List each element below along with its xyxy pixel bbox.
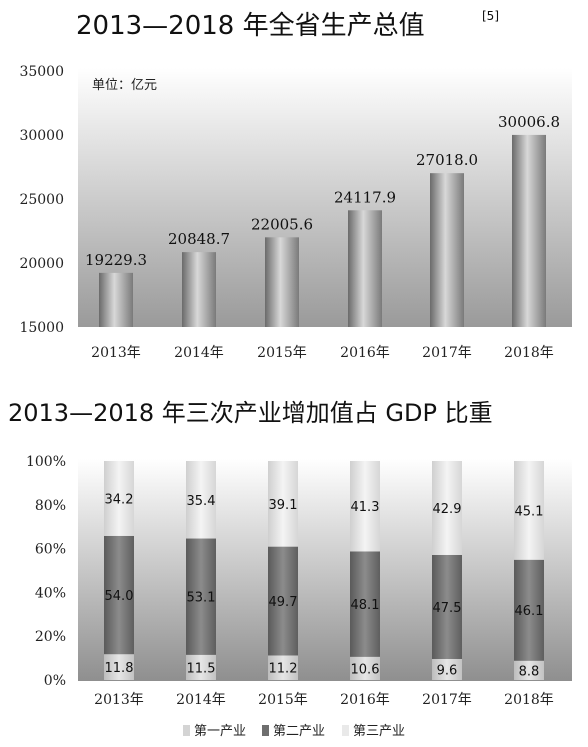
industry-chart-title: 2013—2018 年三次产业增加值占 GDP 比重 bbox=[8, 399, 493, 427]
industry-segment-label: 45.1 bbox=[515, 504, 544, 519]
gdp-value-label: 20848.7 bbox=[168, 230, 230, 248]
gdp-value-label: 24117.9 bbox=[334, 188, 396, 206]
industry-segment-label: 10.6 bbox=[351, 662, 380, 677]
gdp-bar bbox=[265, 237, 299, 327]
industry-bar-segment bbox=[268, 461, 298, 547]
industry-bar-segment bbox=[350, 551, 380, 657]
industry-bar-segment bbox=[514, 660, 544, 680]
industry-segment-label: 11.5 bbox=[187, 661, 216, 676]
industry-plot-area bbox=[78, 459, 572, 681]
legend-label: 第一产业 bbox=[194, 724, 246, 739]
gdp-x-tick-label: 2018年 bbox=[504, 345, 554, 361]
industry-bar-segment bbox=[186, 654, 216, 680]
industry-y-tick-label: 80% bbox=[35, 498, 66, 514]
industry-segment-label: 46.1 bbox=[515, 604, 544, 619]
legend-label: 第三产业 bbox=[353, 724, 405, 739]
gdp-bar bbox=[430, 173, 464, 327]
gdp-x-tick-label: 2015年 bbox=[257, 345, 307, 361]
gdp-value-label: 22005.6 bbox=[251, 215, 313, 233]
industry-bar-segment bbox=[186, 538, 216, 655]
industry-share-chart: 2013—2018 年三次产业增加值占 GDP 比重 0% 20% 40% 60% 80… bbox=[8, 399, 572, 739]
gdp-value-label: 19229.3 bbox=[85, 251, 147, 269]
gdp-bar bbox=[348, 210, 382, 327]
industry-x-tick-label: 2016年 bbox=[340, 692, 390, 708]
industry-y-tick-label: 20% bbox=[35, 629, 66, 645]
industry-bar-segment bbox=[268, 546, 298, 656]
gdp-plot-area bbox=[78, 68, 572, 327]
gdp-y-tick-label: 20000 bbox=[19, 256, 64, 272]
gdp-x-tick-label: 2017年 bbox=[422, 345, 472, 361]
industry-segment-label: 9.6 bbox=[437, 663, 458, 678]
gdp-chart: 2013—2018 年全省生产总值 [5] 单位：亿元 15000 20000 25… bbox=[19, 9, 572, 361]
industry-segment-label: 39.1 bbox=[269, 498, 298, 513]
gdp-value-label: 30006.8 bbox=[498, 113, 560, 131]
industry-x-tick-label: 2015年 bbox=[258, 692, 308, 708]
industry-segment-label: 8.8 bbox=[519, 664, 540, 679]
industry-segment-label: 35.4 bbox=[187, 494, 216, 509]
industry-segment-label: 47.5 bbox=[433, 601, 462, 616]
gdp-bars: 19229.3 20848.7 22005.6 24117.9 27018.0 30006… bbox=[85, 113, 560, 327]
gdp-x-tick-label: 2016年 bbox=[340, 345, 390, 361]
gdp-x-tick-label: 2013年 bbox=[91, 345, 141, 361]
industry-segment-label: 34.2 bbox=[105, 492, 134, 507]
industry-bar-segment bbox=[432, 461, 462, 555]
gdp-bar bbox=[182, 252, 216, 327]
gdp-y-axis: 15000 20000 25000 30000 35000 bbox=[19, 64, 64, 336]
industry-x-tick-label: 2013年 bbox=[94, 692, 144, 708]
industry-y-tick-label: 40% bbox=[35, 585, 66, 601]
industry-bar-segment bbox=[514, 559, 544, 661]
gdp-y-tick-label: 25000 bbox=[19, 192, 64, 208]
gdp-y-tick-label: 15000 bbox=[19, 320, 64, 336]
industry-y-axis: 0% 20% 40% 60% 80% 100% bbox=[26, 454, 66, 689]
industry-bar-segment bbox=[432, 554, 462, 659]
industry-segment-label: 53.1 bbox=[187, 591, 216, 606]
industry-bar-segment bbox=[186, 461, 216, 539]
industry-y-tick-label: 60% bbox=[35, 542, 66, 558]
industry-y-tick-label: 100% bbox=[26, 454, 66, 470]
gdp-x-axis: 2013年 2014年 2015年 2016年 2017年 2018年 bbox=[91, 345, 554, 361]
industry-x-tick-label: 2017年 bbox=[422, 692, 472, 708]
industry-segment-label: 11.2 bbox=[269, 662, 298, 677]
legend-swatch bbox=[183, 725, 190, 736]
industry-legend: 第一产业 第二产业 第三产业 bbox=[183, 724, 405, 739]
gdp-value-label: 27018.0 bbox=[416, 151, 478, 169]
gdp-x-tick-label: 2014年 bbox=[174, 345, 224, 361]
industry-bar-segment bbox=[432, 658, 462, 680]
industry-segment-label: 49.7 bbox=[269, 595, 298, 610]
industry-bar-segment bbox=[104, 461, 134, 536]
gdp-chart-title: 2013—2018 年全省生产总值 bbox=[76, 11, 425, 41]
gdp-unit-label: 单位：亿元 bbox=[92, 78, 157, 93]
industry-y-tick-label: 0% bbox=[44, 673, 66, 689]
industry-bar-segment bbox=[350, 656, 380, 680]
gdp-y-tick-label: 35000 bbox=[19, 64, 64, 80]
legend-label: 第二产业 bbox=[273, 724, 325, 739]
industry-segment-label: 11.8 bbox=[105, 661, 134, 676]
industry-x-axis: 2013年 2014年 2015年 2016年 2017年 2018年 bbox=[94, 692, 554, 708]
industry-segment-label: 42.9 bbox=[433, 502, 462, 517]
legend-swatch bbox=[342, 725, 349, 736]
gdp-chart-title-sup: [5] bbox=[482, 9, 499, 23]
gdp-bar bbox=[512, 134, 546, 327]
legend-swatch bbox=[262, 725, 269, 736]
industry-segment-label: 41.3 bbox=[351, 500, 380, 515]
industry-bars: 11.8 54.0 34.2 11.5 53.1 35.4 11.2 49.7 39.1 10.6… bbox=[104, 461, 544, 680]
industry-bar-segment bbox=[350, 461, 380, 552]
industry-bar-segment bbox=[268, 655, 298, 680]
industry-bar-segment bbox=[514, 461, 544, 560]
industry-x-tick-label: 2014年 bbox=[176, 692, 226, 708]
industry-x-tick-label: 2018年 bbox=[504, 692, 554, 708]
gdp-y-tick-label: 30000 bbox=[19, 128, 64, 144]
gdp-bar bbox=[99, 272, 133, 327]
industry-segment-label: 54.0 bbox=[105, 589, 134, 604]
industry-segment-label: 48.1 bbox=[351, 598, 380, 613]
industry-bar-segment bbox=[104, 654, 134, 680]
industry-bar-segment bbox=[104, 535, 134, 655]
